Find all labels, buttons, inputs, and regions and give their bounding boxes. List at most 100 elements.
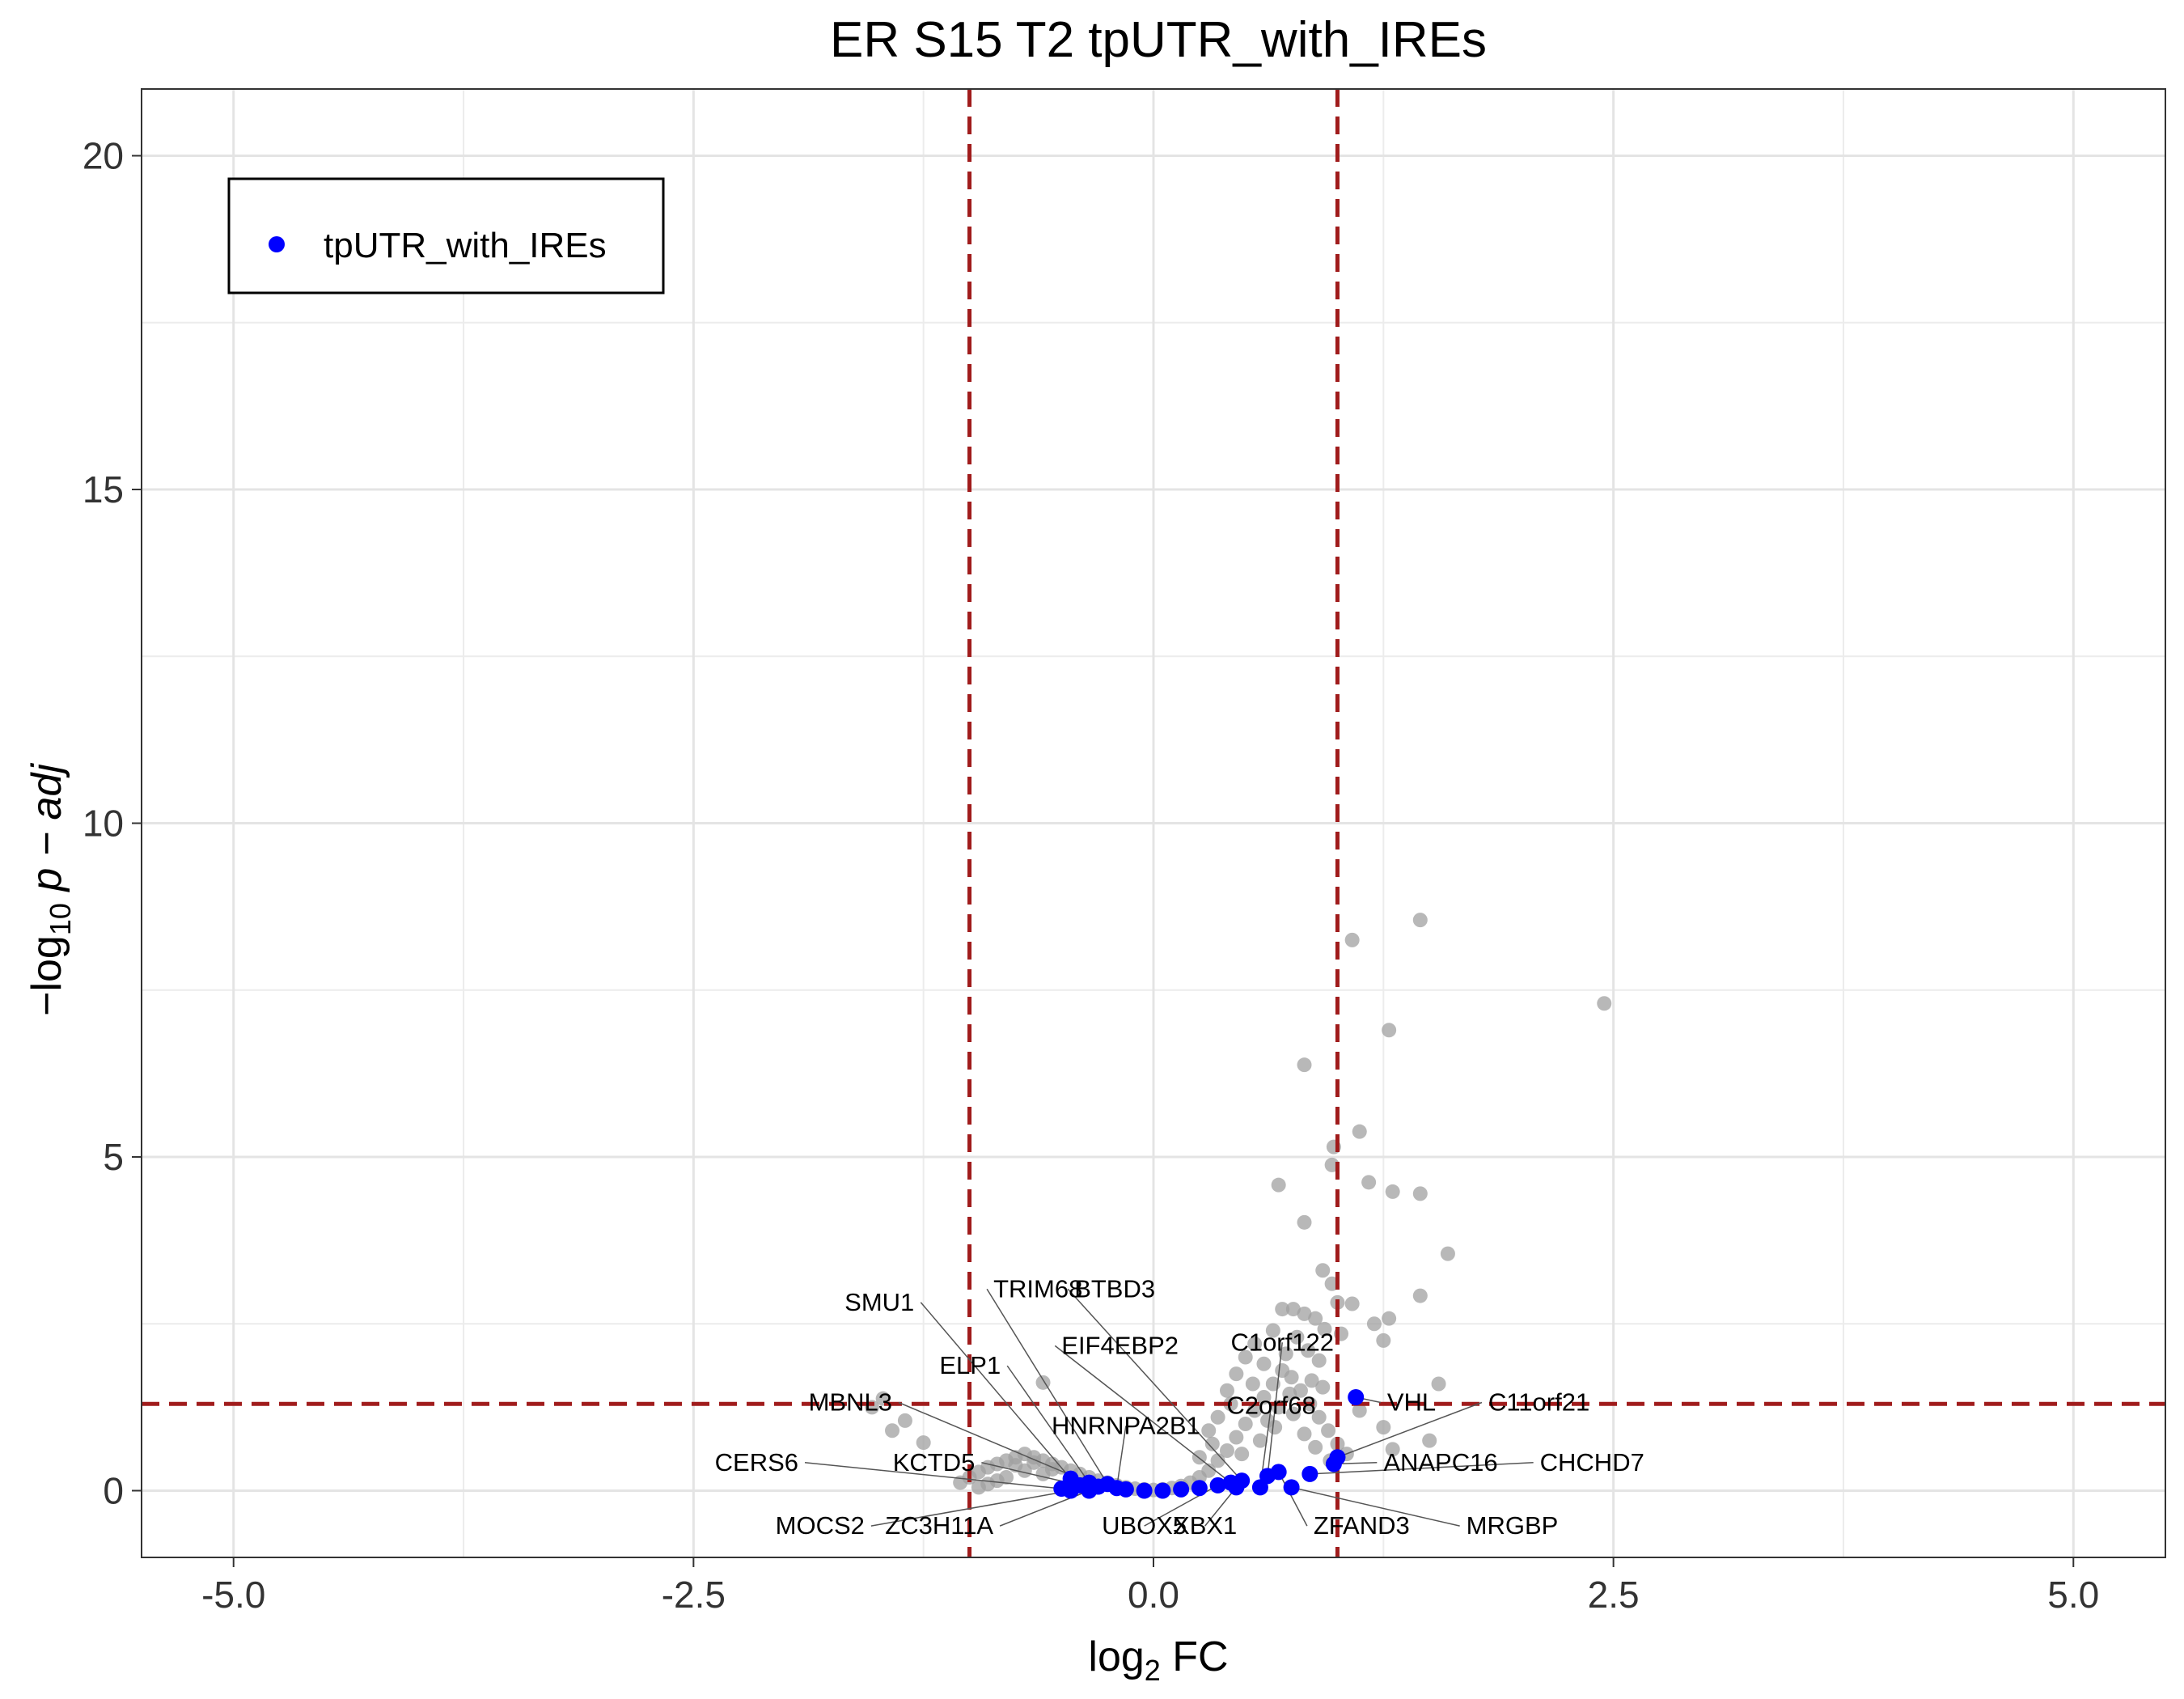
highlighted-point (1325, 1455, 1342, 1472)
background-point (1275, 1302, 1290, 1317)
highlighted-point (1251, 1479, 1268, 1496)
gene-label: EIF4EBP2 (1061, 1331, 1179, 1359)
chart-title: ER S15 T2 tpUTR_with_IREs (830, 12, 1487, 68)
background-point (1285, 1406, 1301, 1421)
background-point (1376, 1333, 1391, 1348)
label-connector (920, 1302, 1072, 1480)
background-point (1219, 1383, 1234, 1398)
gene-label: CERS6 (715, 1448, 798, 1477)
gene-label: ZC3H11A (885, 1511, 993, 1540)
threshold-lines (142, 89, 2165, 1557)
gene-label: XBX1 (1173, 1511, 1237, 1540)
highlighted-point (1117, 1481, 1134, 1498)
highlighted-point (1081, 1482, 1098, 1499)
background-point (1256, 1356, 1272, 1371)
background-point (1315, 1379, 1331, 1395)
background-point (1382, 1311, 1397, 1326)
y-tick-label: 20 (83, 135, 124, 177)
background-point (1352, 1124, 1367, 1139)
background-point (1297, 1057, 1312, 1073)
legend-box (227, 177, 665, 294)
gene-label: VHL (1387, 1388, 1436, 1417)
x-tick-label: 5.0 (2047, 1574, 2099, 1616)
gene-label: MBNL3 (809, 1388, 892, 1417)
background-point (1422, 1433, 1437, 1448)
background-point (1201, 1423, 1217, 1438)
label-connector (1291, 1486, 1460, 1527)
background-point (1265, 1323, 1280, 1338)
background-point (1297, 1426, 1312, 1442)
y-tick-label: 0 (103, 1470, 124, 1512)
highlighted-point (1270, 1464, 1287, 1481)
gene-label: CHCHD7 (1540, 1448, 1644, 1477)
label-connector (1267, 1342, 1283, 1477)
gene-label: HNRNPA2B1 (1052, 1411, 1200, 1439)
background-point (1440, 1246, 1455, 1261)
x-tick-label: 0.0 (1128, 1574, 1179, 1616)
background-point (1247, 1337, 1263, 1351)
background-point (1284, 1370, 1299, 1385)
y-axis-label: −log10 p − adj (23, 763, 77, 1016)
background-point (1285, 1302, 1301, 1317)
background-point (1366, 1316, 1382, 1332)
highlighted-point (1283, 1479, 1300, 1496)
label-connector (986, 1288, 1108, 1485)
label-connector (1115, 1426, 1127, 1489)
background-point (971, 1480, 986, 1495)
background-point (1311, 1353, 1327, 1368)
background-point (1385, 1442, 1400, 1457)
highlighted-point (1062, 1482, 1079, 1499)
gene-label: C2orf68 (1226, 1392, 1315, 1420)
highlighted-points (1053, 1389, 1365, 1499)
background-point (989, 1473, 1005, 1489)
background-point (1376, 1420, 1391, 1435)
legend-key-point (269, 236, 285, 252)
highlighted-point (1136, 1482, 1153, 1499)
label-connector (1204, 1486, 1237, 1527)
background-point (1297, 1306, 1312, 1321)
background-point (1297, 1214, 1312, 1230)
background-point (1293, 1383, 1308, 1398)
background-point (1344, 932, 1360, 947)
background-point (1252, 1433, 1268, 1448)
background-point (916, 1435, 931, 1451)
background-point (1308, 1439, 1323, 1455)
background-point (1219, 1443, 1234, 1458)
background-point (1229, 1366, 1244, 1382)
background-point (1352, 1403, 1367, 1418)
background-point (1238, 1349, 1253, 1365)
x-tick-label: 2.5 (1588, 1574, 1640, 1616)
gene-label: UBOX5 (1102, 1511, 1187, 1540)
highlighted-point (1302, 1465, 1318, 1482)
background-point (1361, 1175, 1377, 1190)
background-point (1344, 1296, 1360, 1311)
background-point (1317, 1321, 1332, 1337)
background-point (1229, 1430, 1244, 1445)
legend: tpUTR_with_IREs (227, 177, 665, 294)
gene-label: KCTD5 (893, 1448, 976, 1477)
gene-label: C1orf122 (1230, 1328, 1334, 1356)
x-tick-label: -5.0 (201, 1574, 265, 1616)
background-point (1385, 1184, 1400, 1199)
background-point (1008, 1458, 1023, 1473)
background-point (1256, 1390, 1272, 1405)
background-point (1412, 1288, 1428, 1303)
background-point (1321, 1423, 1336, 1438)
background-point (1204, 1436, 1220, 1451)
highlighted-point (1191, 1480, 1208, 1497)
label-connector (1337, 1401, 1483, 1458)
background-point (1234, 1447, 1250, 1462)
highlighted-point (1222, 1474, 1239, 1491)
gene-label: ELP1 (939, 1351, 1001, 1379)
label-connector (898, 1401, 1099, 1488)
background-point (1210, 1453, 1225, 1468)
background-point (1271, 1177, 1286, 1193)
highlighted-point (1209, 1477, 1226, 1494)
highlighted-point (1154, 1482, 1171, 1499)
background-point (1268, 1420, 1283, 1435)
background-point (1210, 1409, 1225, 1425)
background-point (885, 1423, 900, 1438)
background-point (1289, 1329, 1305, 1345)
